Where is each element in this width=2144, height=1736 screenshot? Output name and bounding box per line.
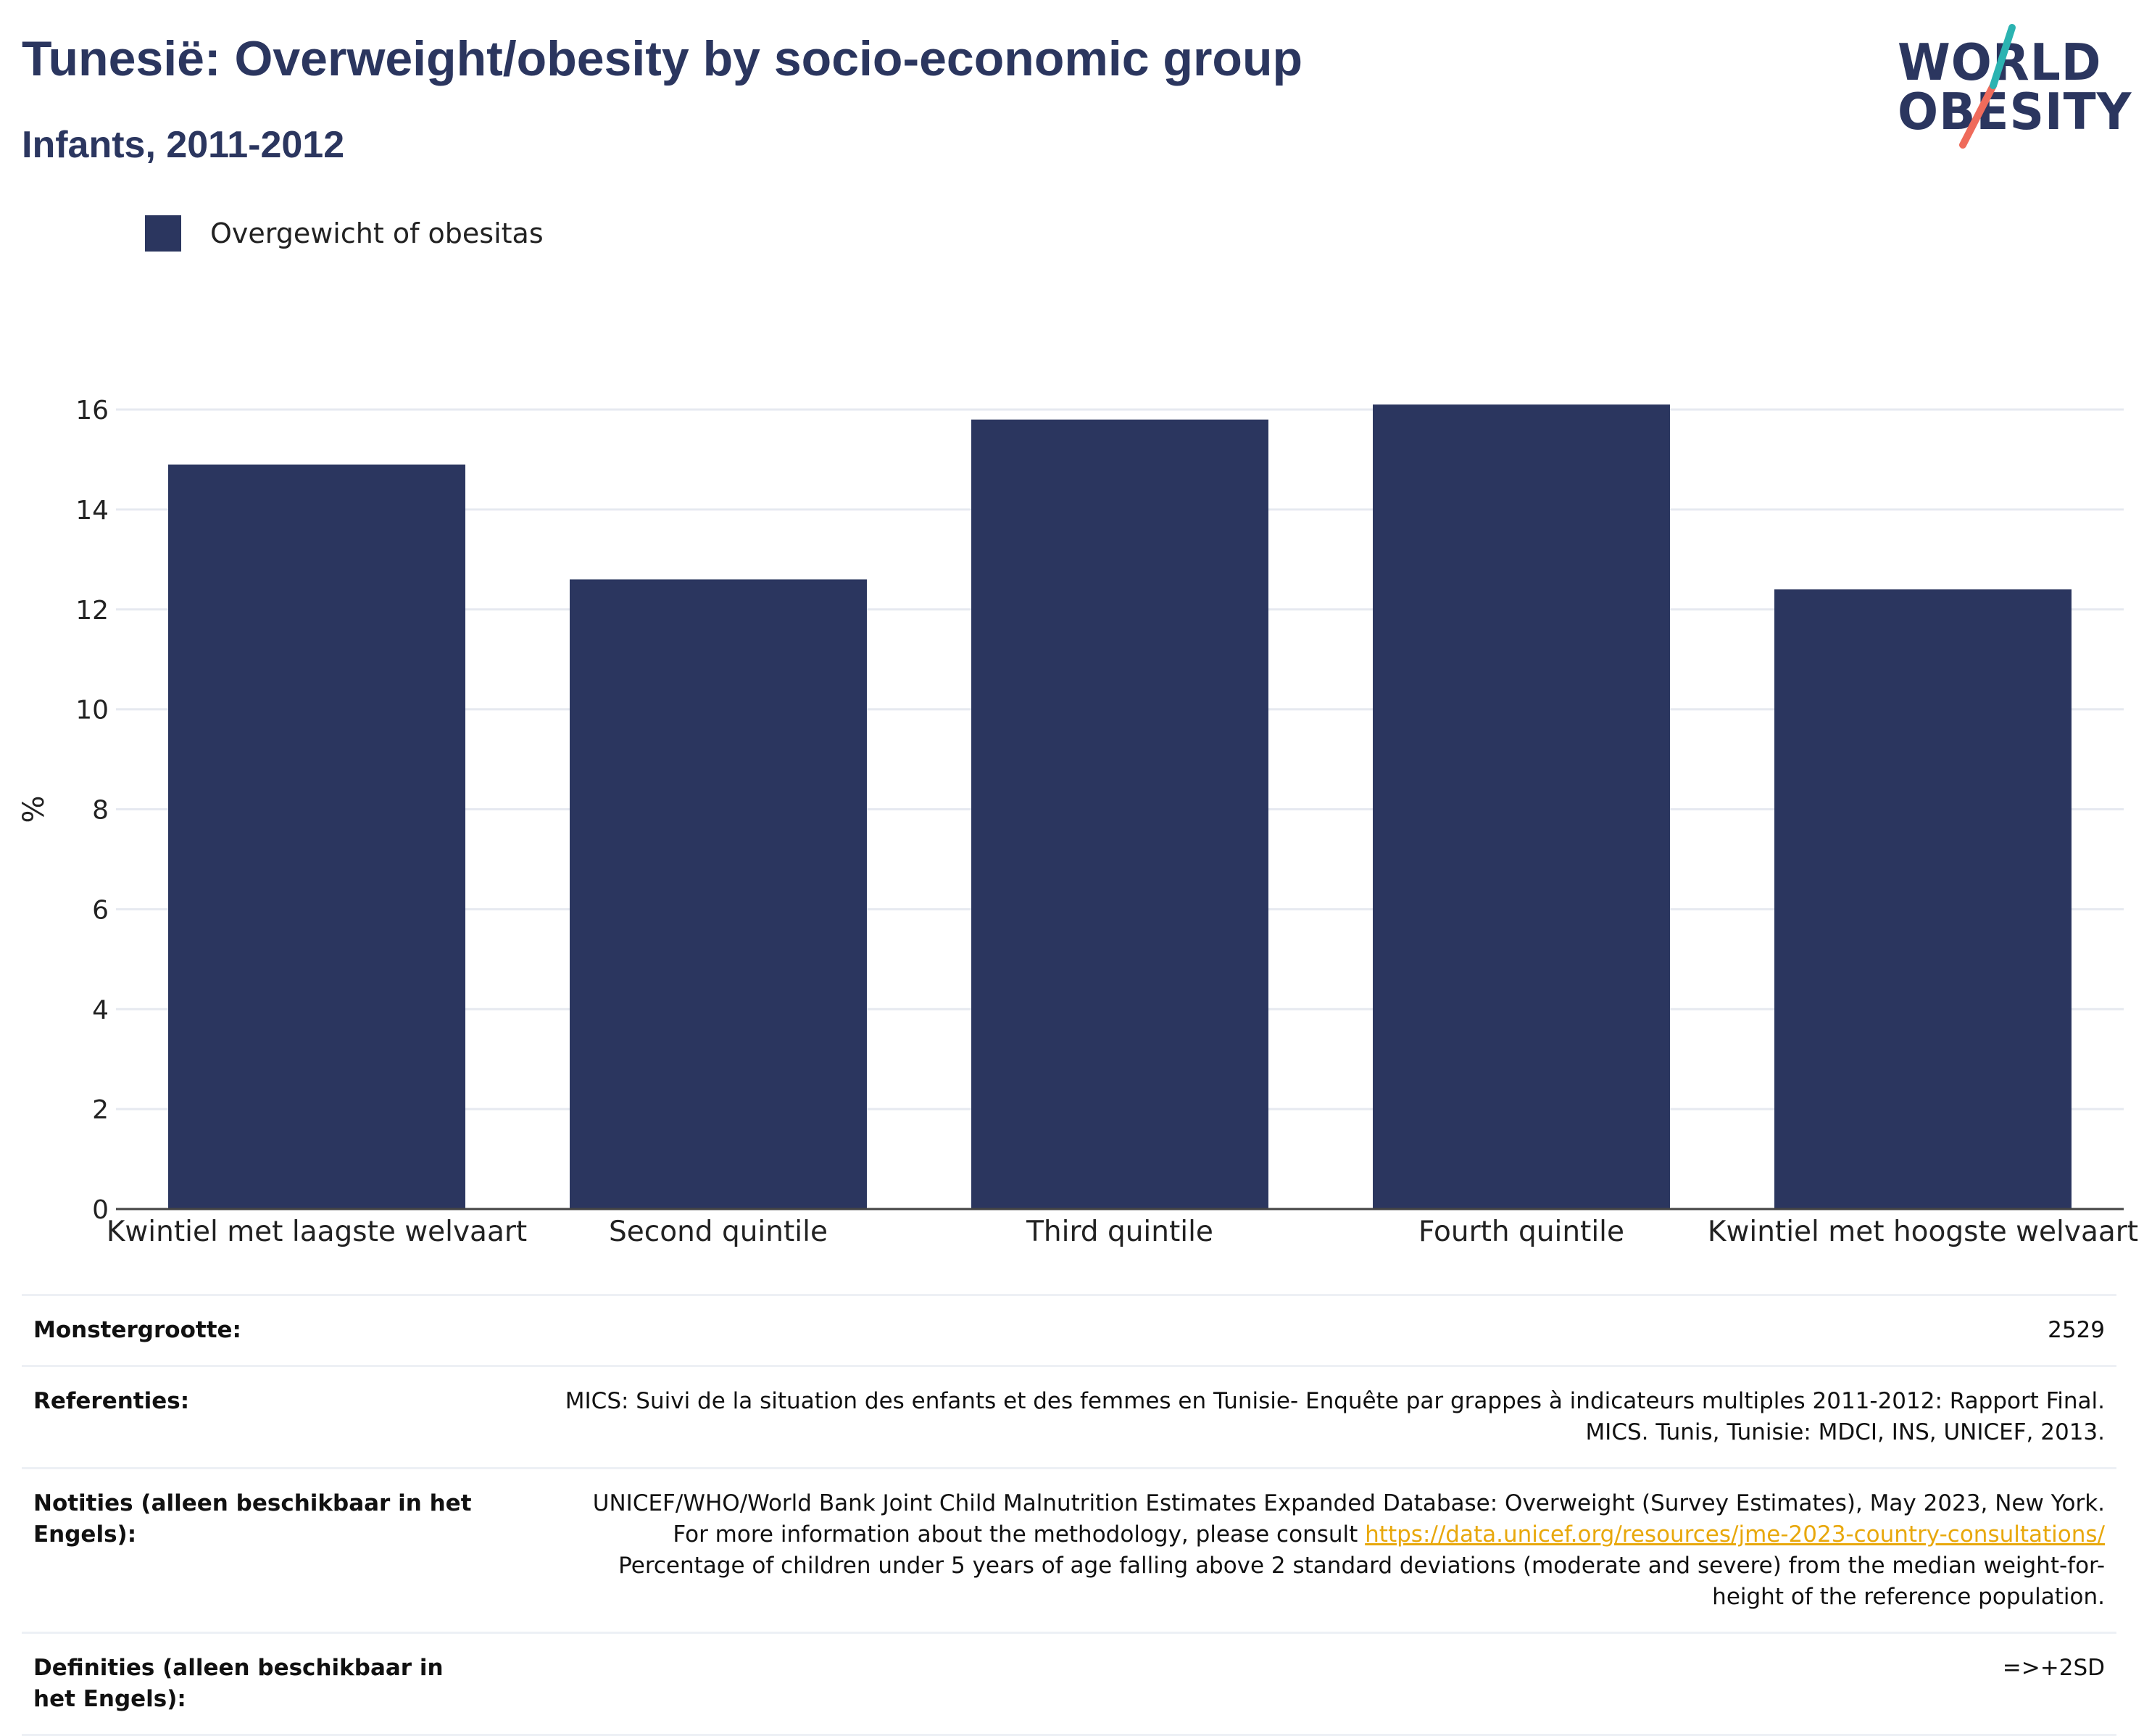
y-axis-title: % bbox=[17, 795, 51, 823]
x-category-label: Third quintile bbox=[1026, 1216, 1213, 1247]
y-tick-label: 10 bbox=[75, 696, 109, 726]
notes-value: UNICEF/WHO/World Bank Joint Child Malnut… bbox=[561, 1488, 2105, 1613]
info-row-sample-size: Monstergrootte: 2529 bbox=[22, 1296, 2116, 1367]
methodology-link[interactable]: https://data.unicef.org/resources/jme-20… bbox=[1365, 1521, 2105, 1548]
info-table: Monstergrootte: 2529 Referenties: MICS: … bbox=[22, 1294, 2116, 1736]
y-tick-label: 2 bbox=[92, 1095, 109, 1125]
chart-title: Tunesië: Overweight/obesity by socio-eco… bbox=[22, 31, 1303, 86]
bar[interactable] bbox=[1373, 404, 1670, 1210]
logo-word-obesity: OBESITY bbox=[1898, 83, 2132, 141]
bar[interactable] bbox=[1774, 589, 2072, 1209]
references-label: Referenties: bbox=[33, 1388, 190, 1414]
y-tick-label: 0 bbox=[92, 1195, 109, 1225]
sample-size-value: 2529 bbox=[2048, 1317, 2105, 1343]
x-category-labels: Kwintiel met laagste welvaart Second quin… bbox=[107, 1216, 2138, 1247]
info-row-notes: Notities (alleen beschikbaar in het Enge… bbox=[22, 1469, 2116, 1634]
x-category-label: Kwintiel met laagste welvaart bbox=[107, 1216, 527, 1247]
legend[interactable]: Overgewicht of obesitas bbox=[145, 215, 544, 252]
notes-text: UNICEF/WHO/World Bank Joint Child Malnut… bbox=[592, 1490, 2105, 1548]
x-category-label: Kwintiel met hoogste welvaart bbox=[1708, 1216, 2138, 1247]
info-row-definitions: Definities (alleen beschikbaar in het En… bbox=[22, 1634, 2116, 1736]
sample-size-label: Monstergrootte: bbox=[33, 1317, 241, 1343]
logo-slash-icon bbox=[1959, 24, 2016, 149]
bar[interactable] bbox=[168, 464, 465, 1209]
x-category-label: Second quintile bbox=[609, 1216, 828, 1247]
y-tick-label: 14 bbox=[75, 496, 109, 526]
info-row-references: Referenties: MICS: Suivi de la situation… bbox=[22, 1367, 2116, 1469]
chart-subtitle: Infants, 2011-2012 bbox=[22, 124, 345, 166]
y-tick-label: 12 bbox=[75, 596, 109, 626]
legend-label: Overgewicht of obesitas bbox=[210, 217, 544, 249]
bar[interactable] bbox=[570, 579, 867, 1209]
y-tick-labels: 0 2 4 6 8 10 12 14 16 bbox=[75, 396, 109, 1225]
definitions-label: Definities (alleen beschikbaar in het En… bbox=[33, 1655, 444, 1712]
y-tick-label: 4 bbox=[92, 995, 109, 1025]
definitions-value: =>+2SD bbox=[2002, 1655, 2105, 1681]
legend-swatch bbox=[145, 215, 181, 252]
references-value: MICS: Suivi de la situation des enfants … bbox=[565, 1388, 2105, 1445]
y-tick-label: 16 bbox=[75, 396, 109, 425]
world-obesity-logo[interactable]: WORLD OBESITY bbox=[1885, 22, 2131, 152]
y-tick-label: 6 bbox=[92, 895, 109, 925]
notes-label: Notities (alleen beschikbaar in het Enge… bbox=[33, 1490, 472, 1548]
bar[interactable] bbox=[971, 419, 1268, 1209]
y-tick-label: 8 bbox=[92, 796, 109, 826]
x-category-label: Fourth quintile bbox=[1418, 1216, 1624, 1247]
bars bbox=[168, 404, 2072, 1210]
notes-definition-text: Percentage of children under 5 years of … bbox=[618, 1553, 2105, 1610]
bar-chart: 0 2 4 6 8 10 12 14 16 Kwintiel met laagste welva… bbox=[17, 396, 2138, 1247]
